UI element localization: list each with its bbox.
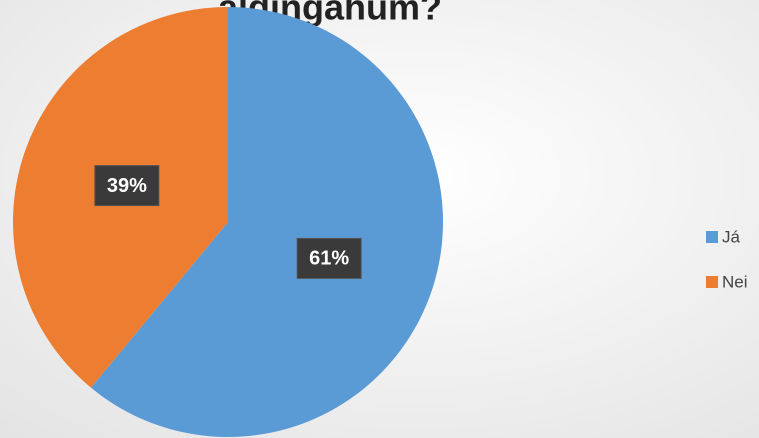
label-box — [94, 165, 160, 207]
legend-label: Já — [722, 227, 741, 246]
data-label: 39% — [107, 175, 147, 197]
legend-swatch — [706, 276, 718, 288]
legend-label: Nei — [722, 272, 748, 291]
legend-swatch — [706, 231, 718, 243]
label-box — [296, 237, 362, 279]
data-label: 61% — [309, 248, 349, 270]
pie-slice — [90, 7, 443, 437]
